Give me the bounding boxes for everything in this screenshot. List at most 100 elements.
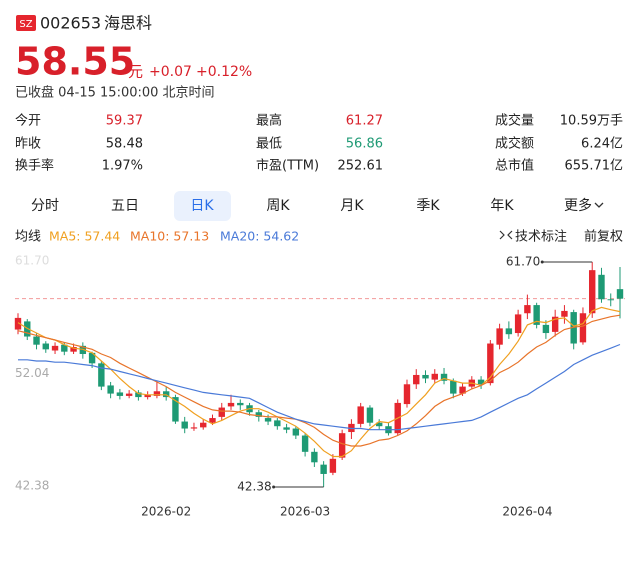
- x-tick-label: 2026-02: [141, 505, 191, 519]
- candle-body: [311, 451, 318, 463]
- candle-body: [329, 458, 337, 473]
- annotation-dot: [272, 485, 276, 489]
- annotation-label: 42.38: [237, 480, 271, 494]
- chart: 61.70 52.04 42.38 2026-02 2026-03 2026-04 MA5:…: [14, 229, 625, 519]
- candle-body: [366, 407, 374, 423]
- candle-body: [450, 380, 457, 394]
- stat-value: 655.71亿: [565, 159, 624, 174]
- candle-body: [301, 435, 309, 452]
- candle-body: [255, 412, 262, 417]
- candle-body: [172, 397, 179, 422]
- stat-label: 昨收: [15, 137, 41, 152]
- candle-body: [403, 384, 411, 405]
- candle-body: [181, 421, 188, 429]
- candle-body: [264, 418, 272, 422]
- candle-body: [125, 393, 133, 396]
- candle-body: [162, 391, 170, 398]
- candle-body: [70, 347, 77, 352]
- candle-body: [589, 270, 596, 314]
- legend-entry: MA10: 57.13: [130, 229, 209, 244]
- stat-label: 今开: [15, 113, 41, 129]
- candle-body: [98, 363, 105, 387]
- tab[interactable]: 日K: [190, 198, 214, 214]
- tab[interactable]: 年K: [490, 198, 514, 214]
- tab[interactable]: 分时: [31, 198, 59, 214]
- ma-line: [17, 306, 621, 458]
- stat-value: 56.86: [346, 137, 383, 152]
- change: +0.07: [149, 64, 192, 80]
- ma-line: [18, 343, 621, 431]
- x-tick-label: 2026-03: [280, 505, 330, 519]
- mark-icon: [499, 230, 513, 240]
- y-tick-label: 61.70: [15, 254, 49, 268]
- annotation-label: 61.70: [506, 255, 540, 269]
- candle-body: [237, 402, 244, 406]
- tab[interactable]: 更多: [564, 197, 592, 214]
- annotation-dot: [540, 260, 544, 264]
- candle-body: [42, 343, 49, 350]
- candle-body: [459, 386, 466, 394]
- candle-body: [61, 344, 68, 352]
- change-pct: +0.12%: [196, 64, 252, 80]
- tab[interactable]: 季K: [416, 198, 440, 214]
- y-tick-label: 42.38: [15, 479, 49, 493]
- badge-bg: [16, 15, 36, 31]
- stat-value: 252.61: [338, 159, 384, 174]
- candle-body: [579, 313, 587, 343]
- stat-label: 最低: [256, 137, 282, 152]
- tab[interactable]: 五日: [111, 198, 139, 214]
- tabs: 分时 五日 日K 周K 月K 季K 年K 更多: [31, 197, 592, 214]
- legend-entry: MA5: 57.44: [49, 229, 120, 244]
- stat-label: 最高: [256, 113, 282, 129]
- adjust-button[interactable]: 前复权: [584, 229, 623, 245]
- candle-body: [209, 418, 216, 423]
- candle-body: [542, 324, 550, 334]
- candle-body: [514, 314, 522, 334]
- stat-label: 成交量: [495, 113, 534, 129]
- candle-body: [107, 385, 114, 394]
- candle-body: [598, 274, 605, 300]
- stat-value: 61.27: [346, 114, 383, 129]
- stock-name: 海思科: [104, 14, 152, 33]
- tab[interactable]: 月K: [340, 198, 364, 214]
- candle-body: [431, 373, 438, 380]
- candle-body: [33, 336, 40, 345]
- tab-selected-bg: [174, 191, 231, 221]
- candle-body: [524, 305, 531, 314]
- candle-body: [440, 373, 448, 381]
- mark-button[interactable]: 技术标注: [515, 230, 567, 245]
- stat-label: 换手率: [15, 158, 54, 174]
- candle-body: [274, 420, 281, 427]
- candle-body: [496, 328, 503, 345]
- candle-body: [477, 379, 485, 385]
- candle-body: [116, 392, 124, 396]
- price-unit: 元: [128, 63, 143, 81]
- ma-line: [17, 314, 621, 447]
- candle-body: [357, 406, 364, 424]
- candle-body: [14, 317, 22, 330]
- stock-code: 002653: [40, 14, 101, 33]
- status: 已收盘 04-15 15:00:00 北京时间: [15, 85, 215, 101]
- candle-body: [505, 328, 513, 335]
- legend-entry: MA20: 54.62: [220, 229, 299, 244]
- candle-body: [292, 428, 300, 436]
- tab[interactable]: 周K: [266, 198, 290, 214]
- candle-body: [144, 394, 151, 398]
- candle-body: [200, 422, 207, 428]
- stat-label: 市盈(TTM): [256, 158, 319, 174]
- candle-body: [88, 352, 96, 364]
- more-icon: [594, 202, 604, 208]
- candle-body: [283, 427, 290, 430]
- stat-value: 10.59万手: [560, 114, 623, 129]
- stat-value: 58.48: [106, 137, 143, 152]
- ma-title: 均线: [15, 230, 41, 245]
- candle-body: [227, 402, 235, 407]
- badge: SZ: [19, 19, 32, 30]
- candle-body: [607, 299, 614, 301]
- candle-body: [153, 391, 161, 396]
- stat-label: 成交额: [495, 136, 534, 152]
- price: 58.55: [15, 40, 135, 84]
- candle-body: [135, 392, 142, 398]
